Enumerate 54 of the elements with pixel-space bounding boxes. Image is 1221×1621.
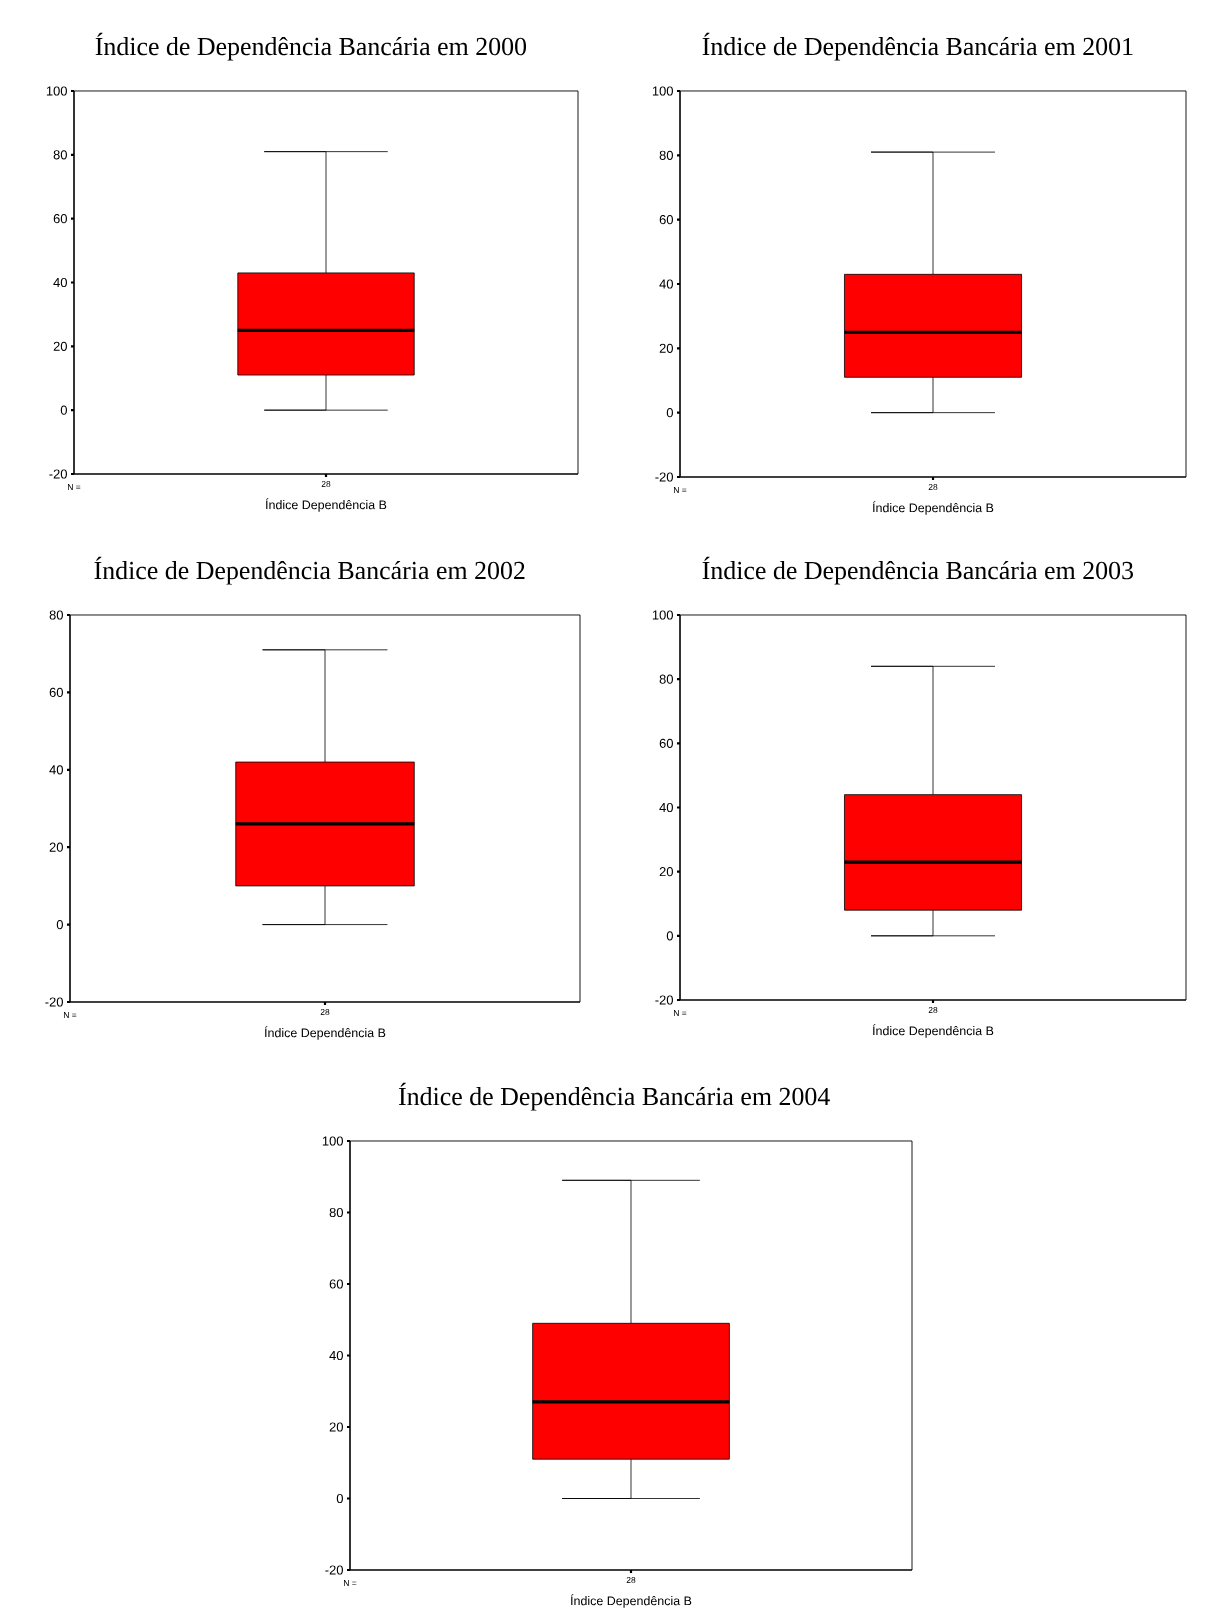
x-tick-label: 28 bbox=[928, 484, 938, 490]
x-axis-title: Índice Dependência B bbox=[872, 1024, 994, 1038]
y-tick-label: 60 bbox=[329, 1279, 343, 1289]
y-tick-label: 100 bbox=[652, 610, 673, 620]
y-tick-label: -20 bbox=[325, 1565, 343, 1575]
y-tick-label: 60 bbox=[659, 215, 673, 225]
x-tick-label: 28 bbox=[320, 1009, 330, 1015]
x-tick-label: 28 bbox=[321, 480, 331, 487]
y-tick-label: 80 bbox=[659, 150, 673, 160]
y-tick-label: 80 bbox=[49, 610, 63, 620]
y-tick-label: 20 bbox=[49, 842, 63, 852]
y-tick-label: 40 bbox=[49, 765, 63, 775]
chart-title: Índice de Dependência Bancária em 2004 bbox=[398, 1082, 830, 1111]
x-axis-title: Índice Dependência B bbox=[872, 501, 994, 515]
chart-title: Índice de Dependência Bancária em 2002 bbox=[94, 556, 525, 585]
x-axis-title: Índice Dependência B bbox=[570, 1594, 692, 1608]
y-tick-label: 40 bbox=[329, 1350, 343, 1361]
text: N = bbox=[63, 1012, 77, 1018]
text: N = bbox=[343, 1580, 357, 1586]
text: N = bbox=[673, 487, 687, 493]
y-tick-label: 60 bbox=[659, 738, 673, 748]
y-tick-label: 0 bbox=[336, 1493, 343, 1504]
y-tick-label: 80 bbox=[659, 674, 673, 684]
text: N = bbox=[673, 1010, 687, 1016]
y-tick-label: 0 bbox=[666, 931, 673, 941]
y-tick-label: -20 bbox=[655, 995, 673, 1005]
y-tick-label: 40 bbox=[659, 802, 673, 813]
y-tick-label: 20 bbox=[329, 1422, 343, 1432]
chart-title: Índice de Dependência Bancária em 2003 bbox=[702, 556, 1133, 585]
y-tick-label: 100 bbox=[46, 86, 67, 96]
y-tick-label: 20 bbox=[659, 867, 673, 877]
chart-title: Índice de Dependência Bancária em 2001 bbox=[702, 32, 1133, 61]
y-tick-label: 40 bbox=[53, 277, 67, 288]
y-tick-label: 60 bbox=[49, 687, 63, 697]
x-tick-label: 28 bbox=[928, 1007, 938, 1013]
y-tick-label: 0 bbox=[60, 405, 67, 415]
y-tick-label: 80 bbox=[53, 150, 67, 160]
y-tick-label: 40 bbox=[659, 279, 673, 289]
text: N = bbox=[67, 484, 81, 490]
x-axis-title: Índice Dependência B bbox=[264, 1026, 386, 1040]
y-tick-label: 80 bbox=[329, 1207, 343, 1218]
y-tick-label: 20 bbox=[659, 343, 673, 353]
y-tick-label: 100 bbox=[652, 86, 673, 96]
y-tick-label: 20 bbox=[53, 341, 67, 351]
y-tick-label: -20 bbox=[49, 469, 67, 479]
y-tick-label: 0 bbox=[666, 408, 673, 418]
x-tick-label: 28 bbox=[626, 1577, 636, 1583]
chart-title: Índice de Dependência Bancária em 2000 bbox=[95, 32, 527, 61]
y-tick-label: -20 bbox=[655, 472, 673, 482]
x-axis-title: Índice Dependência B bbox=[265, 498, 387, 512]
y-tick-label: -20 bbox=[45, 997, 63, 1007]
y-tick-label: 60 bbox=[53, 214, 67, 224]
y-tick-label: 100 bbox=[322, 1136, 343, 1146]
y-tick-label: 0 bbox=[56, 920, 63, 930]
